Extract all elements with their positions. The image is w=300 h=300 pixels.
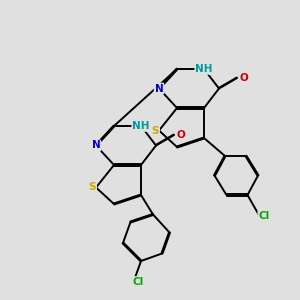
Text: S: S bbox=[89, 182, 96, 193]
Text: O: O bbox=[239, 73, 248, 83]
Text: Cl: Cl bbox=[132, 277, 144, 287]
Text: O: O bbox=[176, 130, 185, 140]
Text: N: N bbox=[154, 83, 164, 94]
Text: S: S bbox=[152, 125, 159, 136]
Text: NH: NH bbox=[195, 64, 213, 74]
Text: Cl: Cl bbox=[258, 211, 270, 221]
Text: N: N bbox=[92, 140, 100, 151]
Text: NH: NH bbox=[132, 121, 150, 131]
